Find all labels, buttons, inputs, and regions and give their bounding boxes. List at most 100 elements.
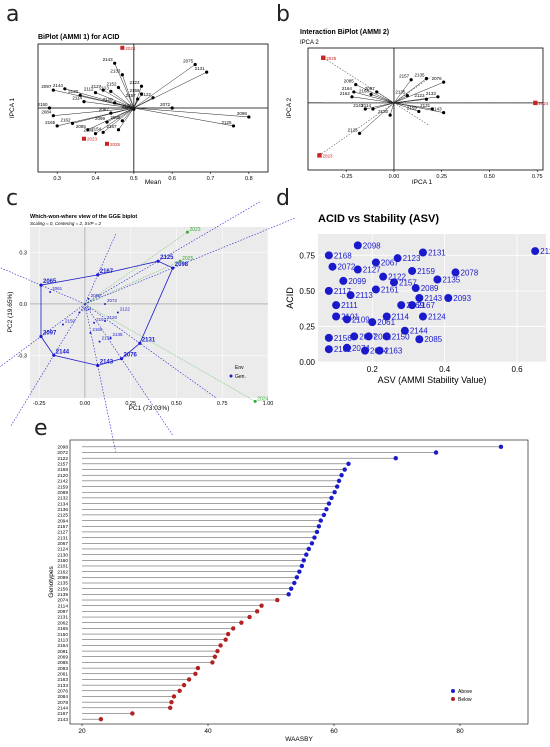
panel-b-genotype-label: 2164: [342, 86, 353, 91]
panel-c-genotype-point: [96, 273, 100, 277]
panel-a-genotype-label: 2159: [129, 88, 140, 93]
panel-c-genotype-label: 2131: [142, 337, 156, 343]
panel-d-point-label: 2113: [356, 291, 374, 300]
panel-a-vector: [95, 107, 134, 134]
panel-d-xtick-label: 0.2: [367, 365, 379, 374]
panel-d-point: [418, 312, 427, 321]
panel-c-genotype-label: 2167: [100, 269, 114, 275]
panel-a-genotype-label: 2101: [83, 128, 94, 133]
panel-c-xtick-label: -0.25: [33, 401, 46, 407]
panel-d-point: [332, 301, 341, 310]
panel-a-genotype-point: [51, 114, 55, 118]
panel-e-genotype-label: 2132: [57, 496, 68, 502]
panel-a-vector: [83, 101, 134, 109]
panel-e-point: [195, 665, 201, 671]
panel-a-genotype-point: [120, 73, 124, 77]
panel-d-point-label: 2084: [370, 347, 388, 356]
panel-d-point-label: 2131: [428, 248, 446, 257]
panel-c-ytick-label: 0.3: [19, 251, 27, 257]
panel-d-point: [433, 275, 442, 284]
panel-c-sector-ray: [84, 303, 174, 436]
panel-e-genotype-label: 2131: [57, 535, 68, 541]
panel-e-xtick-label: 20: [78, 728, 86, 735]
panel-a-vector: [118, 87, 135, 109]
panel-a-vector: [133, 71, 207, 109]
panel-b-env-label: 2025: [326, 56, 337, 61]
panel-b-genotype-label: 2114: [361, 103, 371, 108]
panel-c-genotype-point: [39, 334, 43, 339]
panel-e-genotype-label: 2134: [57, 501, 68, 507]
panel-e-point: [231, 626, 236, 631]
panel-e-point: [292, 580, 297, 586]
panel-c-ytick-label: 0.0: [19, 302, 27, 308]
panel-b-vector: [393, 102, 444, 113]
panel-e-point: [346, 461, 351, 467]
panel-e-point: [433, 450, 439, 455]
panel-b-xtick-label: 0.25: [436, 174, 447, 180]
panel-c-subtitle: Scaling = 0, Centering = 2, SVP = 2: [30, 221, 101, 226]
panel-d-point-label: 2168: [334, 251, 352, 260]
panel-c-genotype-label: 2122: [120, 307, 131, 312]
panel-d-point: [415, 335, 424, 344]
panel-b-genotype-label: 2125: [348, 127, 359, 132]
panel-b-genotype-point: [424, 97, 429, 101]
panel-e-point: [181, 682, 187, 688]
panel-e-genotype-label: 2133: [57, 683, 68, 689]
panel-b-genotype-point: [357, 131, 362, 135]
panel-a-vector: [53, 107, 134, 116]
panel-a-genotype-point: [101, 88, 105, 92]
panel-e-genotype-label: 2127: [57, 530, 68, 536]
panel-e-genotype-label: 2078: [57, 700, 68, 706]
panel-d-point: [324, 286, 333, 295]
panel-a-vector: [95, 92, 134, 109]
panel-e-genotype-label: 2081: [57, 649, 68, 655]
panel-d-point: [361, 346, 370, 355]
panel-a-vector: [110, 107, 134, 114]
panel-a-ylabel: IPCA 1: [9, 97, 16, 118]
panel-a-genotype-point: [86, 128, 90, 132]
panel-c-ytick-label: -0.3: [18, 353, 27, 359]
panel-c-title: Which-won-where view of the GGE biplot: [30, 214, 137, 220]
panel-e-point: [306, 546, 311, 552]
panel-b-vector: [370, 94, 395, 104]
panel-e-ylabel: Genotypes: [48, 566, 55, 598]
panel-e-genotype-label: 2162: [57, 569, 68, 575]
panel-c-genotype-point: [87, 297, 90, 300]
panel-c-genotype-point: [171, 266, 175, 270]
panel-d-point: [444, 294, 453, 302]
panel-c-genotype-label: 2065: [43, 279, 57, 285]
panel-a-genotype-point: [70, 121, 75, 125]
panel-a-genotype-point: [93, 132, 98, 136]
panel-c-genotype-label: 2094: [81, 307, 92, 312]
panel-b-xlabel: IPCA 1: [412, 179, 433, 186]
panel-c-env-point: [253, 399, 257, 403]
panel-e-genotype-label: 2113: [58, 637, 69, 643]
panel-e-point: [254, 609, 260, 614]
panel-d-point-label: 2093: [453, 294, 471, 303]
panel-a-xlabel: Mean: [145, 179, 162, 186]
panel-a-vector: [87, 107, 134, 130]
panel-e-genotype-label: 2135: [57, 581, 68, 587]
panel-e-genotype-label: 2159: [57, 484, 68, 490]
panel-c-genotype-point: [93, 321, 96, 324]
panel-a-vector: [122, 107, 135, 121]
panel-c-genotype-point: [156, 259, 160, 263]
panel-a-vector: [122, 74, 135, 109]
panel-e-point: [239, 620, 244, 625]
panel-c-ylabel: PC2 (19.65%): [7, 292, 14, 333]
panel-e-genotype-label: 2136: [57, 507, 68, 513]
panel-b-genotype-label: 2162: [340, 91, 351, 96]
panel-letter-e: e: [34, 416, 48, 441]
panel-e-point: [324, 507, 329, 512]
panel-d-point-label: 2085: [424, 335, 442, 344]
panel-d-point-label: 2109: [352, 315, 370, 324]
panel-a-vector: [133, 98, 138, 109]
panel-e-point: [312, 535, 317, 540]
panel-b-vector: [393, 79, 412, 104]
panel-a-genotype-label: 2112: [84, 87, 94, 92]
panel-d-point-label: 2125: [540, 247, 550, 256]
panel-c-xlabel: PC1 (73.03%): [129, 405, 170, 412]
panel-b-genotype-point: [350, 95, 354, 99]
panel-e-genotype-label: 2084: [57, 694, 68, 700]
panel-e-frame: [69, 439, 529, 725]
